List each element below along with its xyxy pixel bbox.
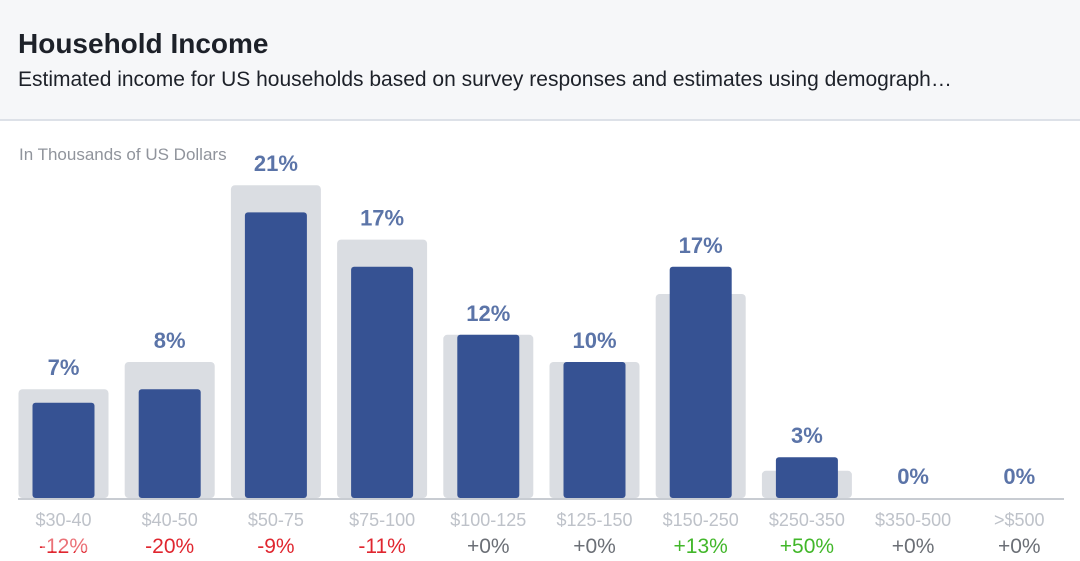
x-tick-label: >$500 [994,510,1045,530]
x-tick-label: $150-250 [663,510,739,530]
chart-header: Household Income Estimated income for US… [0,0,1080,121]
change-label: -20% [145,535,194,558]
change-label: +13% [674,535,728,558]
change-label: +50% [780,535,834,558]
audience-bar [32,402,95,498]
x-tick-label: $75-100 [349,510,415,530]
bar-value-label: 3% [791,423,823,448]
bar-value-label: 12% [466,301,510,326]
audience-bar [457,334,520,498]
audience-bar [138,389,201,498]
change-label: +0% [467,535,510,558]
change-label: -12% [39,535,88,558]
x-tick-label: $100-125 [450,510,526,530]
change-label: +0% [998,535,1041,558]
audience-bar [563,362,626,498]
audience-bar [244,212,307,498]
change-label: -9% [257,535,294,558]
chart-title: Household Income [18,28,269,59]
audience-bar [775,457,838,498]
x-tick-label: $50-75 [248,510,304,530]
bar-value-label: 21% [254,151,298,176]
audience-bar [669,266,732,498]
bar-value-label: 17% [360,206,404,231]
bar-value-label: 0% [1003,464,1035,489]
change-label: +0% [892,535,935,558]
bar-value-label: 8% [154,328,186,353]
watermark-logo [9,533,138,551]
unit-label: In Thousands of US Dollars [19,145,227,164]
x-tick-label: $250-350 [769,510,845,530]
audience-bar [351,266,414,498]
change-label: -11% [358,535,405,558]
x-tick-label: $40-50 [142,510,198,530]
bar-value-label: 17% [679,233,723,258]
bar-value-label: 10% [572,328,616,353]
x-tick-label: $125-150 [556,510,632,530]
x-tick-label: $350-500 [875,510,951,530]
change-label: +0% [573,535,616,558]
x-tick-label: $30-40 [35,510,91,530]
bar-value-label: 7% [48,355,80,380]
bar-value-label: 0% [897,464,929,489]
